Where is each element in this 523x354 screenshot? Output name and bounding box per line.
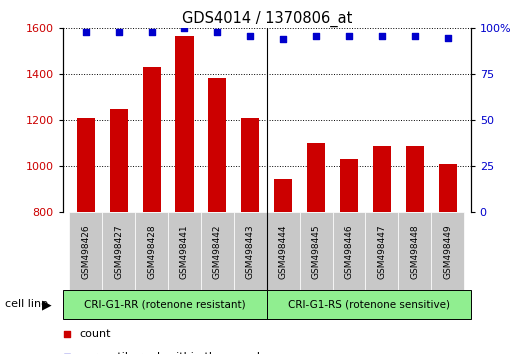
Point (180, 25, 189, 31)
FancyBboxPatch shape (70, 212, 102, 290)
FancyBboxPatch shape (300, 212, 333, 290)
Point (115, 29, 123, 35)
Point (345, 33, 353, 39)
FancyBboxPatch shape (102, 212, 135, 290)
Bar (307, 143, 325, 212)
Point (82, 29, 90, 35)
Text: CRI-G1-RS (rotenone sensitive): CRI-G1-RS (rotenone sensitive) (288, 299, 450, 309)
Text: GSM498443: GSM498443 (246, 224, 255, 279)
Text: GSM498449: GSM498449 (443, 224, 452, 279)
Point (444, 35, 452, 40)
FancyBboxPatch shape (366, 212, 399, 290)
Point (312, 33, 320, 39)
Bar (77, 118, 95, 212)
FancyBboxPatch shape (168, 212, 201, 290)
Bar (406, 146, 424, 212)
Bar (340, 160, 358, 212)
Bar (110, 109, 128, 212)
Text: GSM498426: GSM498426 (81, 224, 90, 279)
Point (63, 331, 71, 336)
Bar (439, 164, 457, 212)
FancyBboxPatch shape (333, 212, 366, 290)
Text: CRI-G1-RR (rotenone resistant): CRI-G1-RR (rotenone resistant) (84, 299, 246, 309)
Point (279, 36, 287, 42)
Bar (274, 179, 292, 212)
Bar (175, 36, 194, 212)
Text: GSM498448: GSM498448 (410, 224, 419, 279)
FancyBboxPatch shape (267, 290, 471, 319)
Text: GSM498442: GSM498442 (213, 224, 222, 279)
Point (378, 33, 386, 39)
Text: percentile rank within the sample: percentile rank within the sample (79, 352, 267, 354)
Bar (373, 146, 391, 212)
FancyBboxPatch shape (431, 212, 464, 290)
Point (147, 29, 156, 35)
Text: GSM498427: GSM498427 (114, 224, 123, 279)
Point (411, 33, 419, 39)
Text: cell line: cell line (5, 299, 48, 309)
Title: GDS4014 / 1370806_at: GDS4014 / 1370806_at (181, 11, 352, 27)
FancyBboxPatch shape (63, 290, 267, 319)
Text: GSM498446: GSM498446 (345, 224, 354, 279)
FancyBboxPatch shape (135, 212, 168, 290)
Text: ▶: ▶ (42, 298, 52, 311)
FancyBboxPatch shape (201, 212, 234, 290)
FancyBboxPatch shape (399, 212, 431, 290)
Text: GSM498447: GSM498447 (378, 224, 386, 279)
Text: GSM498445: GSM498445 (312, 224, 321, 279)
Text: GSM498428: GSM498428 (147, 224, 156, 279)
FancyBboxPatch shape (234, 212, 267, 290)
FancyBboxPatch shape (267, 212, 300, 290)
Text: GSM498444: GSM498444 (279, 224, 288, 279)
Text: count: count (79, 329, 110, 339)
Point (246, 33, 255, 39)
Text: GSM498441: GSM498441 (180, 224, 189, 279)
Point (213, 29, 222, 35)
Bar (143, 67, 161, 212)
Bar (241, 118, 259, 212)
Bar (208, 78, 226, 212)
